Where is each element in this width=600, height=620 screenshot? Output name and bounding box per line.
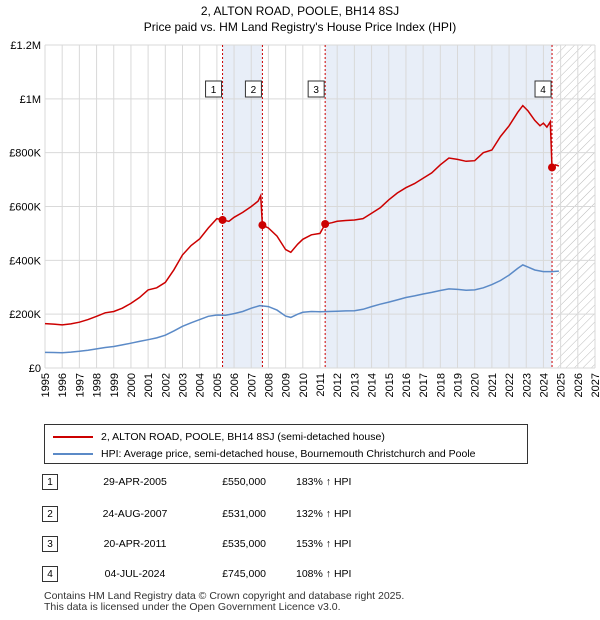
x-tick-label: 2014 (367, 373, 379, 397)
x-tick-label: 2003 (178, 373, 190, 397)
sale-row-3: 3 20-APR-2011 £535,000 153% ↑ HPI (42, 536, 442, 556)
sale-label-1: 1 (211, 85, 217, 96)
sale-hpi-change: 183% ↑ HPI (296, 476, 352, 488)
x-tick-label: 2022 (504, 373, 516, 397)
y-tick-label: £1M (20, 94, 41, 106)
x-tick-label: 2005 (212, 373, 224, 397)
x-tick-label: 2025 (556, 373, 568, 397)
x-tick-label: 2026 (573, 373, 585, 397)
sale-number-badge: 1 (42, 474, 58, 490)
sale-point-4 (548, 163, 557, 172)
sale-price: £531,000 (222, 508, 266, 520)
sale-label-2: 2 (251, 85, 257, 96)
x-tick-label: 1998 (92, 373, 104, 397)
x-tick-label: 2002 (160, 373, 172, 397)
series-line-price-paid (44, 104, 560, 326)
sale-price: £745,000 (222, 568, 266, 580)
x-tick-label: 2015 (384, 373, 396, 397)
sale-point-1 (218, 215, 227, 224)
sale-date: 20-APR-2011 (103, 538, 167, 550)
sale-number-badge: 2 (42, 506, 58, 522)
sale-hpi-change: 153% ↑ HPI (296, 538, 352, 550)
x-tick-label: 2016 (401, 373, 413, 397)
plot-area: 1 2 3 4 £0 £200K £400K £600K £800K £1M £1.2M 1995 19… (9, 40, 600, 397)
sale-label-box-1 (205, 80, 223, 98)
sale-row-1: 1 29-APR-2005 £550,000 183% ↑ HPI (42, 474, 442, 494)
x-tick-label: 1995 (40, 373, 52, 397)
legend: 2, ALTON ROAD, POOLE, BH14 8SJ (semi-det… (44, 424, 528, 464)
x-tick-label: 2011 (315, 373, 327, 397)
x-tick-label: 1996 (57, 373, 69, 397)
x-tick-label: 2021 (487, 373, 499, 397)
legend-swatch-red (53, 436, 93, 438)
y-tick-label: £800K (9, 148, 41, 160)
y-tick-label: £200K (9, 309, 41, 321)
sale-date: 24-AUG-2007 (102, 508, 168, 520)
x-tick-label: 2027 (590, 373, 600, 397)
x-tick-label: 2008 (263, 373, 275, 397)
legend-item-hpi: HPI: Average price, semi-detached house,… (53, 446, 476, 462)
sale-point-2 (258, 221, 267, 230)
x-tick-label: 2010 (298, 373, 310, 397)
sale-label-box-4 (534, 80, 552, 98)
x-tick-label: 2001 (143, 373, 155, 397)
x-tick-label: 2000 (126, 373, 138, 397)
x-tick-label: 2018 (435, 373, 447, 397)
legend-item-price-paid: 2, ALTON ROAD, POOLE, BH14 8SJ (semi-det… (53, 429, 385, 445)
x-tick-label: 2017 (418, 373, 430, 397)
x-tick-label: 2024 (538, 373, 550, 397)
x-tick-label: 1997 (74, 373, 86, 397)
chart-title: 2, ALTON ROAD, POOLE, BH14 8SJ (201, 4, 399, 18)
x-tick-label: 2023 (521, 373, 533, 397)
footer-notice: Contains HM Land Registry data © Crown c… (44, 591, 404, 613)
sale-label-4: 4 (540, 85, 546, 96)
sale-hpi-change: 132% ↑ HPI (296, 508, 352, 520)
x-tick-label: 2013 (349, 373, 361, 397)
x-tick-label: 2019 (453, 373, 465, 397)
sale-price: £535,000 (222, 538, 266, 550)
footer-licence: This data is licensed under the Open Gov… (44, 601, 341, 613)
y-tick-label: £1.2M (10, 40, 41, 52)
legend-swatch-blue (53, 453, 93, 455)
sale-date: 04-JUL-2024 (104, 568, 166, 580)
series-line-hpi (44, 264, 559, 354)
x-tick-label: 2012 (332, 373, 344, 397)
y-tick-label: £600K (9, 202, 41, 214)
sale-price: £550,000 (222, 476, 266, 488)
x-tick-label: 1999 (109, 373, 121, 397)
sale-label-box-2 (244, 80, 262, 98)
sale-number-badge: 3 (42, 536, 58, 552)
sale-label-3: 3 (313, 85, 319, 96)
sale-label-box-3 (307, 80, 325, 98)
sale-row-2: 2 24-AUG-2007 £531,000 132% ↑ HPI (42, 506, 442, 526)
x-tick-label: 2004 (195, 373, 207, 397)
x-tick-label: 2006 (229, 373, 241, 397)
legend-label-hpi: HPI: Average price, semi-detached house,… (101, 448, 476, 460)
chart-subtitle: Price paid vs. HM Land Registry's House … (144, 20, 456, 34)
price-chart: 2, ALTON ROAD, POOLE, BH14 8SJ Price pai… (9, 4, 600, 397)
sale-hpi-change: 108% ↑ HPI (296, 568, 352, 580)
sale-date: 29-APR-2005 (103, 476, 167, 488)
legend-label-price-paid: 2, ALTON ROAD, POOLE, BH14 8SJ (semi-det… (101, 431, 385, 443)
x-tick-label: 2007 (246, 373, 258, 397)
x-tick-label: 2020 (470, 373, 482, 397)
sale-row-4: 4 04-JUL-2024 £745,000 108% ↑ HPI (42, 566, 442, 586)
footer-copyright: Contains HM Land Registry data © Crown c… (44, 590, 405, 602)
sale-number-badge: 4 (42, 566, 58, 582)
sale-point-3 (321, 219, 330, 228)
x-tick-label: 2009 (281, 373, 293, 397)
y-tick-label: £0 (29, 363, 41, 375)
y-tick-label: £400K (9, 255, 41, 267)
